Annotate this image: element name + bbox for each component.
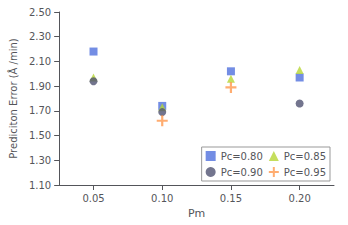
svg-text:0.20: 0.20 [289,193,311,204]
svg-text:0.15: 0.15 [220,193,242,204]
svg-text:Pc=0.85: Pc=0.85 [284,151,326,162]
svg-text:2.10: 2.10 [29,56,51,67]
svg-text:1.30: 1.30 [29,155,51,166]
svg-text:1.70: 1.70 [29,105,51,116]
svg-text:Prediciton Error (Å /min): Prediciton Error (Å /min) [7,38,19,159]
svg-text:2.30: 2.30 [29,31,51,42]
svg-text:1.90: 1.90 [29,81,51,92]
svg-text:Pc=0.95: Pc=0.95 [284,167,326,178]
svg-text:Pc=0.90: Pc=0.90 [221,167,263,178]
svg-text:0.10: 0.10 [151,193,173,204]
svg-text:0.05: 0.05 [82,193,104,204]
svg-text:Pm: Pm [188,207,205,220]
svg-text:1.50: 1.50 [29,130,51,141]
svg-text:Pc=0.80: Pc=0.80 [221,151,263,162]
svg-text:1.10: 1.10 [29,180,51,191]
svg-text:2.50: 2.50 [29,7,51,18]
